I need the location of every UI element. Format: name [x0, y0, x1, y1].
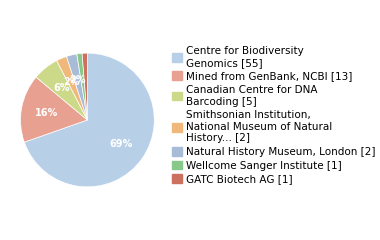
Text: 16%: 16%: [35, 108, 58, 118]
Wedge shape: [82, 53, 87, 120]
Text: 2%: 2%: [63, 77, 79, 87]
Wedge shape: [57, 56, 87, 120]
Wedge shape: [77, 53, 87, 120]
Wedge shape: [21, 77, 87, 142]
Wedge shape: [66, 54, 87, 120]
Wedge shape: [24, 53, 154, 187]
Wedge shape: [36, 60, 87, 120]
Legend: Centre for Biodiversity
Genomics [55], Mined from GenBank, NCBI [13], Canadian C: Centre for Biodiversity Genomics [55], M…: [173, 46, 375, 184]
Text: 2%: 2%: [69, 75, 86, 85]
Text: 69%: 69%: [109, 139, 133, 149]
Text: 6%: 6%: [53, 83, 70, 93]
